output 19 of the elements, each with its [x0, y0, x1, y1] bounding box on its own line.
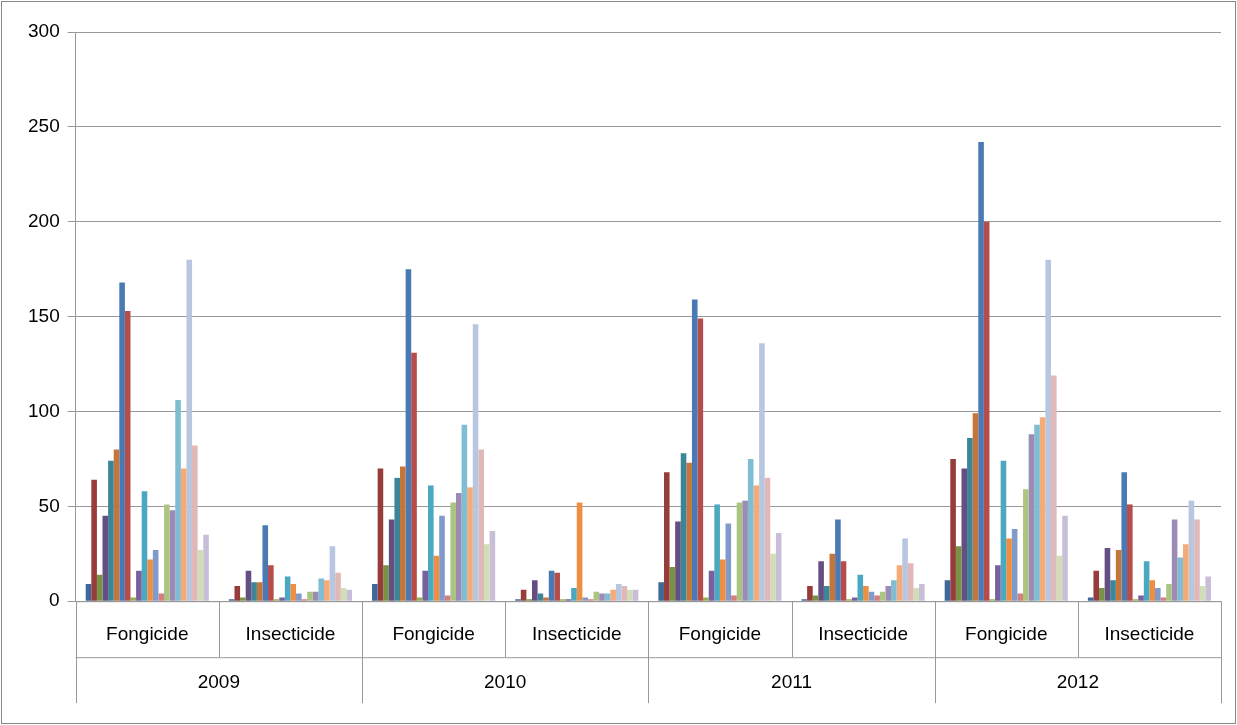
- y-tick-label: 200: [28, 209, 60, 231]
- y-tick-label: 250: [28, 115, 60, 137]
- x-tick-label: Fongicide: [392, 622, 475, 644]
- x-tick-label: Fongicide: [965, 622, 1048, 644]
- y-tick-label: 50: [38, 494, 60, 516]
- x-tick-label: Fongicide: [106, 622, 189, 644]
- x-tick-label: Insecticide: [245, 622, 336, 644]
- x-tick-label: Insecticide: [818, 622, 908, 644]
- y-tick-label: 300: [28, 20, 60, 42]
- x-tick-label: Fongicide: [678, 622, 762, 644]
- x-tick-label: Insecticide: [531, 622, 622, 644]
- y-tick-label: 0: [49, 589, 60, 611]
- x-tick-label: Insecticide: [1104, 622, 1195, 644]
- y-tick-label: 150: [28, 304, 60, 326]
- text: 2012: [1056, 671, 1099, 693]
- text: 2010: [484, 671, 527, 693]
- text: 2011: [771, 671, 812, 693]
- y-tick-label: 100: [28, 399, 60, 421]
- text: 2009: [197, 671, 240, 693]
